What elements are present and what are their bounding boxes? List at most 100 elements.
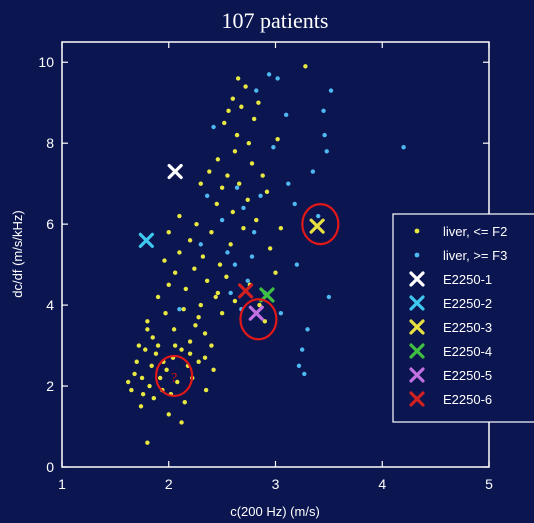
liver-f2-point [196,315,201,320]
liver-f2-point [241,225,246,231]
liver-f2-point [196,359,201,364]
liver-f2-point [222,120,227,126]
liver-f3-point [211,124,216,130]
y-tick-label: 0 [46,459,54,475]
legend-x-marker-stroke [409,391,425,407]
x-tick-label: 4 [378,476,386,492]
liver-f2-point [209,343,214,348]
legend-entry-label: E2250-2 [443,296,492,311]
liver-f2-point [232,298,238,304]
x-axis-label: c(200 Hz) (m/s) [230,504,320,519]
legend-x-marker-stroke [409,367,425,383]
liver-f3-point [275,76,280,81]
liver-f2-point [211,367,216,373]
liver-f2-point [234,132,240,138]
liver-f2-point [163,310,168,316]
liver-f2-point [245,197,250,203]
liver-f2-point [164,367,169,373]
liver-f2-point [251,116,257,122]
liver-f2-point [228,242,233,247]
y-tick-label: 2 [46,378,54,394]
liver-f3-point [228,290,233,296]
y-tick-label: 6 [46,216,54,232]
legend-dot [414,252,420,258]
liver-f3-point [286,181,291,186]
annotation-label: ? [171,371,177,386]
liver-f3-point [234,185,240,190]
liver-f2-point [215,290,221,296]
legend-entry-label: E2250-6 [443,392,492,407]
marker-e2250-5-stroke [248,305,264,321]
liver-f2-point [267,246,273,251]
liver-f2-point [172,343,178,348]
liver-f2-point [215,157,221,162]
liver-f2-point [149,363,154,369]
liver-f2-point [187,339,193,344]
liver-f2-point [179,347,184,352]
liver-f2-point [153,351,159,356]
liver-f2-point [260,173,265,178]
liver-f2-point [204,278,210,284]
legend-x-marker-stroke [409,343,425,359]
liver-f2-point [166,230,171,235]
liver-f2-point [145,319,150,324]
liver-f2-point [143,347,148,352]
liver-f3-point [251,230,257,235]
data-points [125,64,406,445]
liver-f2-point [237,181,242,186]
liver-f3-point [219,217,225,223]
marker-e2250-1-stroke [167,163,183,180]
liver-f3-point [283,112,289,118]
liver-f2-point [257,302,262,308]
liver-f2-point [147,383,152,389]
liver-f3-point [198,242,203,247]
liver-f3-point [271,145,276,150]
liver-f2-point [166,412,171,417]
liver-f2-point [171,327,177,332]
liver-f2-point [177,213,182,219]
liver-f2-point [232,149,238,154]
liver-f2-point [125,379,131,385]
legend-x-marker-stroke [409,271,425,287]
liver-f2-point [177,250,182,255]
liver-f2-point [198,181,203,186]
legend-entry-label: E2250-4 [443,344,492,359]
liver-f2-point [145,440,150,445]
liver-f3-point [258,193,263,199]
liver-f2-point [194,221,199,227]
liver-f2-point [151,395,157,401]
liver-f2-point [278,225,284,231]
liver-f2-point [158,375,163,381]
liver-f2-point [172,270,178,275]
liver-f3-point [249,254,255,259]
liver-f2-point [203,387,209,393]
liver-f2-point [150,335,155,340]
legend-x-marker-stroke [409,319,425,335]
liver-f3-point [245,278,250,284]
liver-f2-point [155,294,161,300]
liver-f3-point [316,213,321,219]
liver-f2-point [246,140,252,146]
liver-f2-point [273,270,278,275]
x-tick-label: 3 [272,476,280,492]
liver-f2-point [230,96,235,101]
chart-title: 107 patients [222,8,329,33]
liver-f2-point [192,266,197,271]
liver-f3-point [278,310,284,316]
annotation-circles: ? [154,203,340,398]
liver-f2-point [225,173,230,178]
legend-entry-label: E2250-3 [443,320,492,335]
liver-f2-point [181,306,186,312]
liver-f2-point [226,108,231,114]
liver-f2-point [132,371,137,377]
liver-f3-point [328,88,334,93]
liver-f2-point [155,343,161,348]
liver-f2-point [134,359,139,364]
liver-f2-point [140,391,146,397]
liver-f2-point [202,331,208,336]
liver-f3-point [310,169,316,174]
liver-f2-point [183,286,189,292]
liver-f2-point [187,351,193,356]
liver-f2-point [138,404,144,409]
